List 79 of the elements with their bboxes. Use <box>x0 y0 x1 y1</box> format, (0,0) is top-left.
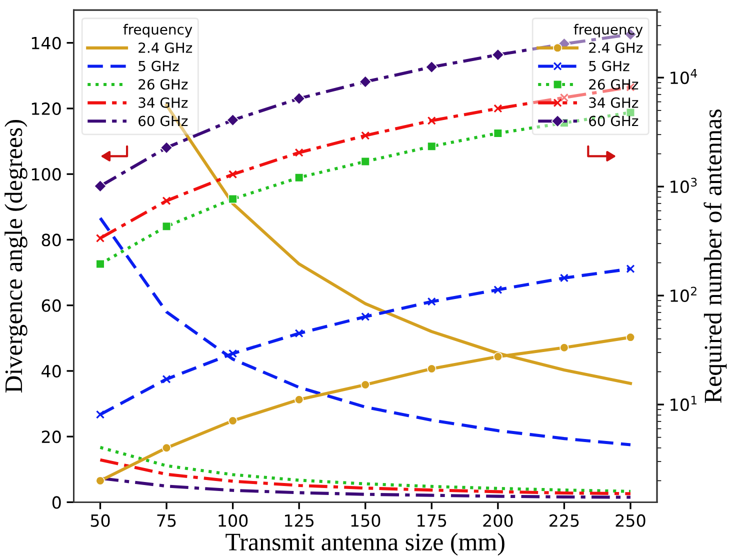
x-tick-label: 175 <box>418 514 446 527</box>
point <box>96 476 105 486</box>
point <box>493 352 503 362</box>
point <box>560 93 569 102</box>
point <box>626 332 636 342</box>
point <box>294 172 304 182</box>
point <box>226 114 240 126</box>
x-tick-label: 75 <box>157 514 176 527</box>
legend-label: 26 GHz <box>589 79 638 90</box>
x-tick-label: 225 <box>550 514 579 527</box>
y2-tick-label: 10$^{1}$ <box>670 396 697 411</box>
point <box>292 92 306 105</box>
point <box>493 128 503 138</box>
y-axis-title: Divergence angle (degrees) <box>4 120 28 393</box>
y2-tick-label: 10$^{4}$ <box>670 68 697 84</box>
y-tick-label: 20 <box>42 430 61 444</box>
point <box>626 264 635 274</box>
point <box>294 148 304 157</box>
legend-label: 34 GHz <box>138 97 188 108</box>
x-axis-title: Transmit antenna size (mm) <box>226 532 504 556</box>
legend-label: 2.4 GHz <box>589 42 643 53</box>
point <box>427 116 436 125</box>
y-tick-label: 0 <box>52 496 61 509</box>
point <box>160 141 173 154</box>
point <box>228 194 238 204</box>
y2-tick-label: 10$^{2}$ <box>670 286 696 302</box>
x-tick-label: 100 <box>218 514 248 527</box>
point <box>494 285 502 294</box>
point <box>427 364 436 374</box>
point <box>361 131 370 140</box>
point <box>361 312 370 321</box>
legend-label: 5 GHz <box>589 60 630 72</box>
legend-title: frequency <box>123 24 192 38</box>
point <box>494 104 502 113</box>
x-tick-label: 250 <box>616 514 646 527</box>
point <box>360 156 370 166</box>
point <box>492 48 504 62</box>
y-tick-label: 100 <box>32 168 61 181</box>
point <box>427 142 436 151</box>
text: frequency <box>574 24 643 38</box>
point <box>228 416 238 426</box>
point <box>96 410 105 419</box>
y-tick-label: 60 <box>42 299 61 312</box>
y-tick-label: 140 <box>32 36 61 50</box>
point <box>228 349 238 358</box>
point <box>162 374 171 384</box>
y2-tick-label: 10$^{3}$ <box>670 178 697 194</box>
legend-label: 2.4 GHz <box>138 42 192 53</box>
y-tick-label: 40 <box>42 364 61 378</box>
point <box>425 60 438 74</box>
point <box>427 297 436 306</box>
legend-label: 26 GHz <box>138 79 188 90</box>
point <box>94 180 107 192</box>
x-tick-label: 50 <box>90 514 110 527</box>
point <box>560 274 569 282</box>
point <box>162 443 172 452</box>
y2-axis-title: Required number of antennas <box>704 110 727 403</box>
point <box>294 395 304 404</box>
point <box>560 343 569 352</box>
legend-label: 34 GHz <box>589 97 638 108</box>
point <box>360 380 370 390</box>
x-tick-label: 125 <box>285 514 314 527</box>
point <box>96 259 105 269</box>
line-series <box>98 216 632 446</box>
point <box>228 170 238 179</box>
legend-label: 60 GHz <box>138 116 188 126</box>
point <box>359 75 372 88</box>
point <box>162 196 171 206</box>
x-tick-label: 200 <box>483 514 513 527</box>
line-series <box>98 446 632 493</box>
point <box>96 234 105 243</box>
legend-label: 5 GHz <box>138 60 179 72</box>
y-tick-label: 120 <box>32 102 61 116</box>
y-tick-label: 80 <box>42 234 61 246</box>
point <box>294 329 304 338</box>
line-series <box>98 458 632 496</box>
x-tick-label: 150 <box>351 514 380 527</box>
legend-label: 60 GHz <box>589 116 638 126</box>
point <box>162 222 172 232</box>
